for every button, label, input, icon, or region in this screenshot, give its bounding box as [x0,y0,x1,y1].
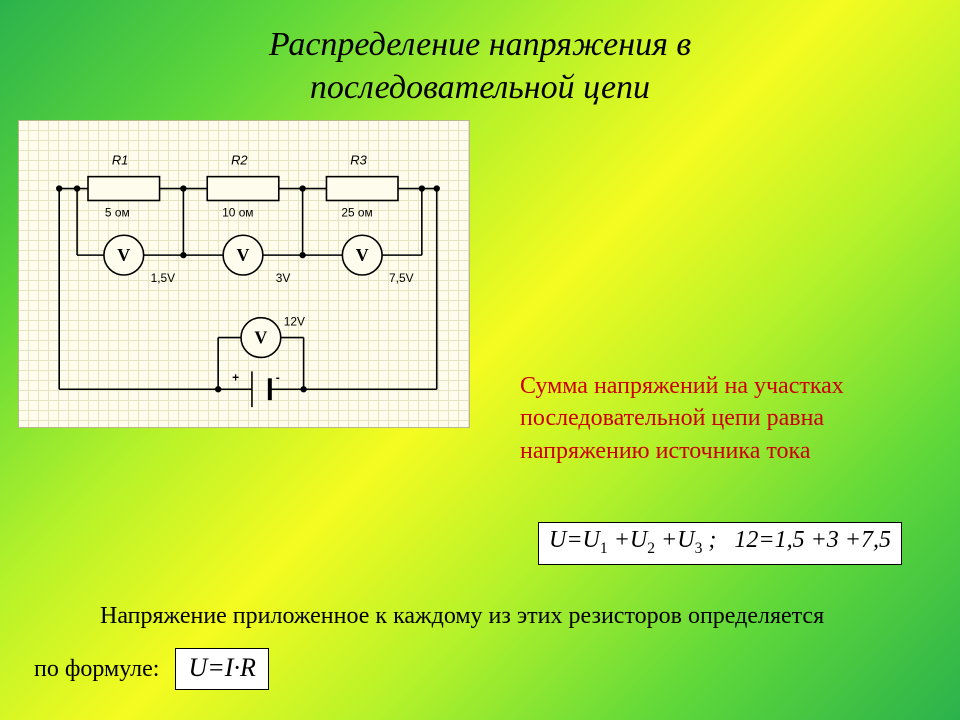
formula-sum: U=U1 +U2 +U3 ; 12=1,5 +3 +7,5 [538,522,902,565]
slide: Распределение напряжения в последователь… [0,0,960,720]
voltmeter-letter-src: V [254,328,267,348]
label-v1: 1,5V [151,271,176,285]
label-r3-name: R3 [350,153,367,168]
voltmeter-letter-2: V [237,245,250,265]
battery-minus: - [276,370,280,384]
battery-plus: + [232,370,239,384]
label-r2-value: 10 ом [222,205,253,219]
voltmeter-letter-1: V [117,245,130,265]
label-v3: 7,5V [389,271,414,285]
label-v2: 3V [276,271,291,285]
label-r1-value: 5 ом [105,205,130,219]
statement-text: Сумма напряжений на участках последовате… [520,370,920,467]
formula-label: по формуле: [34,656,159,683]
formula-row: по формуле: U=I·R [34,648,269,690]
label-r2-name: R2 [231,153,248,168]
circuit-diagram: R1 R2 R3 5 ом 10 ом 25 ом V [18,120,470,428]
formula-ohm: U=I·R [175,648,268,690]
label-vsrc: 12V [284,315,305,329]
circuit-svg: R1 R2 R3 5 ом 10 ом 25 ом V [19,121,469,427]
label-r3-value: 25 ом [341,205,372,219]
label-r1-name: R1 [112,153,129,168]
title-line-1: Распределение напряжения в [269,26,691,63]
body-text: Напряжение приложенное к каждому из этих… [100,603,920,630]
title-line-2: последовательной цепи [310,69,650,106]
voltmeter-letter-3: V [356,245,369,265]
slide-title: Распределение напряжения в последователь… [0,24,960,109]
